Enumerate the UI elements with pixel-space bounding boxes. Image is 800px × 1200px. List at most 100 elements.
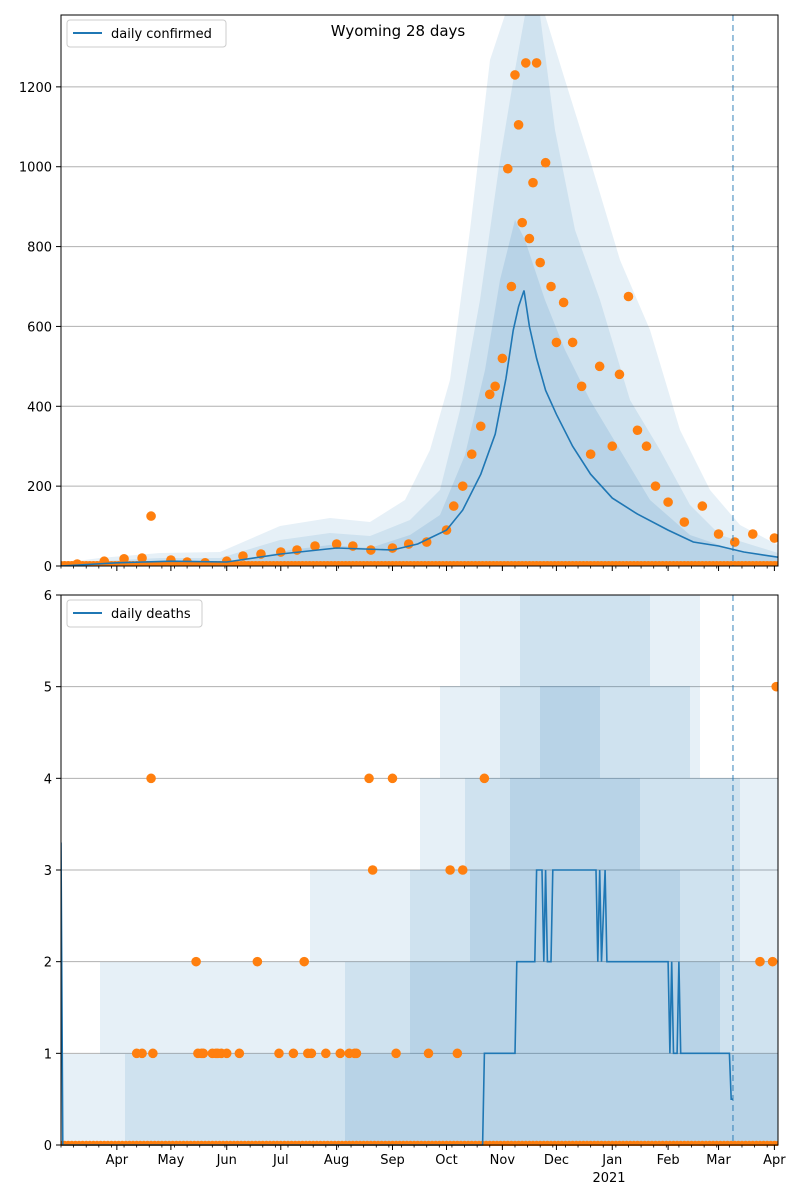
deaths-band-mid: [61, 595, 778, 1145]
data-point: [594, 361, 605, 372]
data-point: [650, 481, 661, 491]
x-tick-label: May: [157, 1153, 184, 1168]
data-point: [275, 547, 286, 557]
data-point: [238, 551, 248, 561]
confirmed-y-axis: 0 200 400 600 800 1000 1200: [19, 81, 61, 575]
deaths-panel: 0 1 2 3 4 5 6 Apr May Jun Jul Aug Sep Oct Nov Dec Jan Fe…: [44, 589, 787, 1186]
data-point: [198, 1048, 209, 1059]
y-tick-label: 1000: [19, 161, 52, 176]
data-point: [146, 773, 156, 784]
data-point: [614, 369, 625, 380]
data-point: [576, 381, 587, 392]
y-tick-label: 2: [44, 956, 52, 971]
x-tick-label: Oct: [435, 1153, 457, 1168]
zero-point: [774, 561, 778, 566]
data-point: [234, 1048, 245, 1059]
data-point: [546, 281, 556, 292]
y-tick-label: 800: [27, 241, 52, 256]
data-point: [335, 1048, 346, 1059]
deaths-y-axis: 0 1 2 3 4 5 6: [44, 589, 61, 1154]
data-point: [506, 281, 517, 292]
data-point: [502, 163, 513, 174]
data-point: [391, 1048, 401, 1059]
x-tick-label: Dec: [544, 1153, 569, 1168]
confirmed-band-inner: [61, 220, 778, 566]
data-point: [288, 1048, 299, 1059]
data-point: [351, 1048, 362, 1059]
data-point: [585, 449, 596, 460]
data-point: [137, 1048, 147, 1059]
data-point: [321, 1048, 331, 1059]
x-tick-label: Nov: [490, 1153, 516, 1168]
data-point: [457, 481, 468, 491]
y-tick-label: 5: [44, 681, 52, 696]
data-point: [528, 177, 538, 188]
confirmed-band-mid: [61, 15, 778, 566]
data-point: [632, 425, 643, 436]
data-point: [769, 533, 778, 543]
data-point: [747, 529, 758, 539]
y-tick-label: 600: [27, 320, 52, 335]
confirmed-line: [61, 290, 778, 566]
deaths-legend: daily deaths: [66, 599, 203, 628]
chart-title: Wyoming 28 days: [331, 22, 466, 40]
data-point: [452, 1048, 463, 1059]
x-tick-label: Apr: [106, 1153, 129, 1168]
legend-label-daily-confirmed: daily confirmed: [111, 27, 212, 42]
data-point: [448, 501, 459, 511]
data-point: [771, 681, 778, 692]
data-point: [146, 511, 156, 521]
y-tick-label: 1200: [19, 81, 52, 96]
data-point: [767, 956, 778, 967]
data-point: [466, 449, 477, 460]
y-tick-label: 3: [44, 864, 52, 879]
confirmed-x-ticks: [60, 566, 775, 571]
x-tick-label: Sep: [380, 1153, 405, 1168]
data-point: [331, 539, 342, 549]
deaths-band-outer: [61, 595, 778, 1145]
deaths-band-inner: [61, 686, 778, 1145]
data-point: [520, 58, 531, 68]
data-point: [729, 537, 740, 547]
x-tick-label: Jan: [601, 1153, 622, 1168]
data-point: [367, 865, 378, 875]
data-point: [310, 541, 320, 551]
data-point: [479, 773, 490, 784]
data-point: [221, 1048, 232, 1059]
data-point: [306, 1048, 317, 1059]
data-point: [623, 291, 634, 302]
confirmed-plot-frame: [60, 14, 779, 567]
data-point: [148, 1048, 158, 1059]
data-point: [663, 497, 673, 507]
data-point: [517, 217, 527, 228]
data-point: [421, 537, 432, 547]
data-point: [191, 956, 201, 967]
data-point: [457, 865, 468, 875]
legend-box: [66, 19, 227, 48]
confirmed-legend: daily confirmed: [66, 19, 227, 48]
data-point: [641, 441, 652, 452]
data-point: [755, 956, 765, 967]
y-tick-label: 0: [44, 560, 52, 575]
confirmed-panel: 0 200 400 600 800 1000 1200 Wyoming 28 days da…: [19, 14, 779, 575]
data-point: [299, 956, 310, 967]
data-point: [423, 1048, 434, 1059]
confirmed-gridlines: [61, 86, 778, 567]
x-tick-label: Jun: [216, 1153, 237, 1168]
deaths-line: [61, 842, 733, 1146]
data-point: [697, 501, 708, 511]
legend-label-daily-deaths: daily deaths: [111, 607, 191, 622]
data-point: [445, 865, 455, 875]
y-tick-label: 400: [27, 400, 52, 415]
data-point: [252, 956, 263, 967]
data-point: [558, 297, 569, 308]
legend-box: [66, 599, 203, 628]
data-point: [607, 441, 618, 452]
data-point: [567, 337, 578, 348]
data-point: [274, 1048, 284, 1059]
y-tick-label: 4: [44, 772, 52, 787]
deaths-x-axis: Apr May Jun Jul Aug Sep Oct Nov Dec Jan Feb Mar Apr: [60, 1145, 786, 1168]
data-point: [484, 389, 495, 400]
x-tick-label: Aug: [324, 1153, 349, 1168]
confirmed-band-outer: [61, 15, 778, 566]
